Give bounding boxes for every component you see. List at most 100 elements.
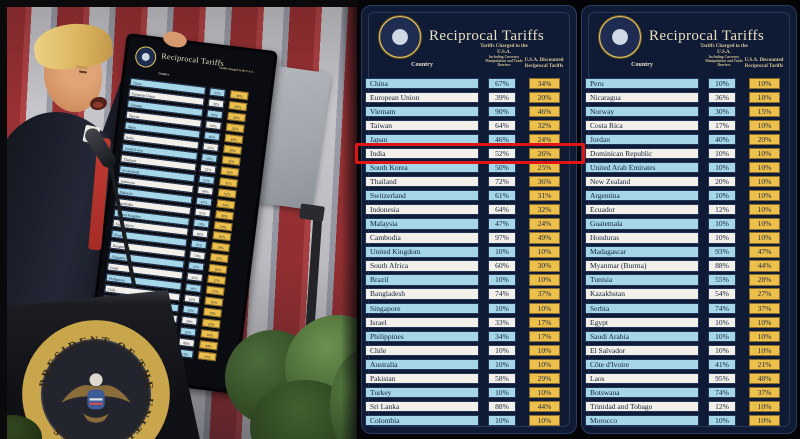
country-cell: Egypt <box>585 316 699 328</box>
podium-presidential-seal: PRESIDENT OF THE UNITED STATES <box>22 320 170 439</box>
charged-cell: 12% <box>708 204 736 216</box>
presidential-podium: PRESIDENT OF THE UNITED STATES <box>4 290 200 439</box>
discounted-cell: 10% <box>529 274 560 286</box>
discounted-cell: 10% <box>749 119 780 132</box>
discounted-cell: 29% <box>529 372 560 385</box>
discounted-cell: 10% <box>749 232 780 244</box>
discounted-cell: 10% <box>197 351 217 362</box>
country-cell: Cambodia <box>365 232 479 244</box>
discounted-cell: 34% <box>529 77 560 89</box>
charged-cell: 10% <box>708 232 736 244</box>
table-row: India 52% 26% <box>362 147 576 160</box>
discounted-cell: 30% <box>529 260 560 272</box>
teleprompter-bracket <box>299 203 325 222</box>
discounted-cell: 20% <box>749 133 780 146</box>
charged-cell: 39% <box>207 98 225 109</box>
charged-cell: 88% <box>178 337 196 348</box>
table-row: Thailand 72% 36% <box>362 175 576 188</box>
photo-left-border <box>0 0 7 439</box>
table-row: Norway 30% 15% <box>582 105 796 118</box>
photo-top-border <box>0 0 357 7</box>
country-cell: Israel <box>365 316 479 328</box>
discounted-cell: 10% <box>208 264 228 275</box>
trump-mouth-inner <box>93 102 103 108</box>
charged-cell: 10% <box>708 147 736 160</box>
discounted-cell: 10% <box>529 246 560 258</box>
country-cell: Taiwan <box>365 119 479 132</box>
country-cell: Laos <box>585 372 699 385</box>
discounted-cell: 31% <box>219 176 239 188</box>
charged-cell: 54% <box>708 288 736 300</box>
discounted-cell: 17% <box>529 330 560 343</box>
chart-title: Reciprocal Tariffs <box>649 28 765 44</box>
charged-cell: 67% <box>209 87 226 98</box>
charged-cell: 10% <box>488 358 516 371</box>
country-cell: New Zealand <box>585 175 699 188</box>
board-column-headers: Tariffs Charged to the U.S.A. <box>218 66 254 74</box>
discounted-cell: 10% <box>749 175 780 188</box>
country-cell: Malaysia <box>365 218 479 230</box>
charged-cell: 61% <box>198 174 216 185</box>
charged-cell: 10% <box>708 161 736 174</box>
country-cell: Madagascar <box>585 246 699 258</box>
country-cell: Peru <box>585 77 699 89</box>
tariff-table-rows: China 67% 34% European Union 39% 20% Vietnam 90… <box>362 77 576 427</box>
country-cell: Jordan <box>585 133 699 146</box>
charged-cell: 10% <box>183 294 201 305</box>
table-row: Vietnam 90% 46% <box>362 105 576 118</box>
discounted-cell: 10% <box>749 400 780 413</box>
country-cell: Indonesia <box>365 204 479 216</box>
country-cell: Norway <box>585 105 699 118</box>
charged-cell: 10% <box>708 316 736 328</box>
discounted-cell: 10% <box>529 415 560 427</box>
discounted-cell: 10% <box>529 386 560 399</box>
discounted-cell: 25% <box>221 155 241 166</box>
charged-cell: 74% <box>708 386 736 399</box>
charged-cell: 10% <box>192 218 210 228</box>
charged-cell: 50% <box>201 152 218 163</box>
charged-cell: 10% <box>488 246 516 258</box>
country-cell: El Salvador <box>585 344 699 357</box>
discounted-cell: 28% <box>749 274 780 286</box>
india-row-highlight <box>355 143 585 164</box>
charged-cell: 10% <box>708 415 736 427</box>
country-cell: Colombia <box>365 415 479 427</box>
charged-cell: 55% <box>708 274 736 286</box>
discounted-cell: 17% <box>529 316 560 328</box>
country-cell: Kazakhstan <box>585 288 699 300</box>
charged-cell: 10% <box>488 415 516 427</box>
discounted-cell: 24% <box>216 198 236 209</box>
discounted-cell: 32% <box>529 119 560 132</box>
charged-cell: 61% <box>488 190 516 202</box>
table-row: Nicaragua 36% 18% <box>582 91 796 103</box>
table-row: Tunisia 55% 28% <box>582 274 796 286</box>
chart-title: Reciprocal Tariffs <box>429 28 545 44</box>
discounted-cell: 10% <box>204 296 224 308</box>
discounted-cell: 29% <box>201 318 221 329</box>
discounted-cell: 44% <box>199 340 218 351</box>
discounted-cell: 36% <box>220 166 240 177</box>
table-row: Singapore 10% 10% <box>362 302 576 314</box>
charged-cell: 93% <box>708 246 736 258</box>
charged-cell: 74% <box>708 302 736 314</box>
discounted-cell: 10% <box>749 344 780 357</box>
charged-cell: 10% <box>708 344 736 357</box>
discounted-cell: 10% <box>529 344 560 357</box>
charged-cell: 64% <box>205 119 222 130</box>
column-header-discounted: U.S.A. Discounted Reciprocal Tariffs <box>744 58 784 69</box>
table-row: Chile 10% 10% <box>362 344 576 357</box>
country-cell: Saudi Arabia <box>585 330 699 343</box>
discounted-cell: 10% <box>749 316 780 328</box>
charged-cell: 58% <box>180 316 198 327</box>
discounted-cell: 10% <box>749 161 780 174</box>
charged-cell: 17% <box>708 119 736 132</box>
discounted-cell: 10% <box>749 330 780 343</box>
discounted-cell: 10% <box>749 147 780 160</box>
charged-cell: 10% <box>708 218 736 230</box>
table-row: Cambodia 97% 49% <box>362 232 576 244</box>
photo-trump-holding-tariff-board: Reciprocal Tariffs Tariffs Charged to th… <box>0 0 357 439</box>
charged-cell: 10% <box>488 302 516 314</box>
charged-cell: 40% <box>708 133 736 146</box>
discounted-cell: 17% <box>207 275 226 286</box>
discounted-cell: 10% <box>749 204 780 216</box>
